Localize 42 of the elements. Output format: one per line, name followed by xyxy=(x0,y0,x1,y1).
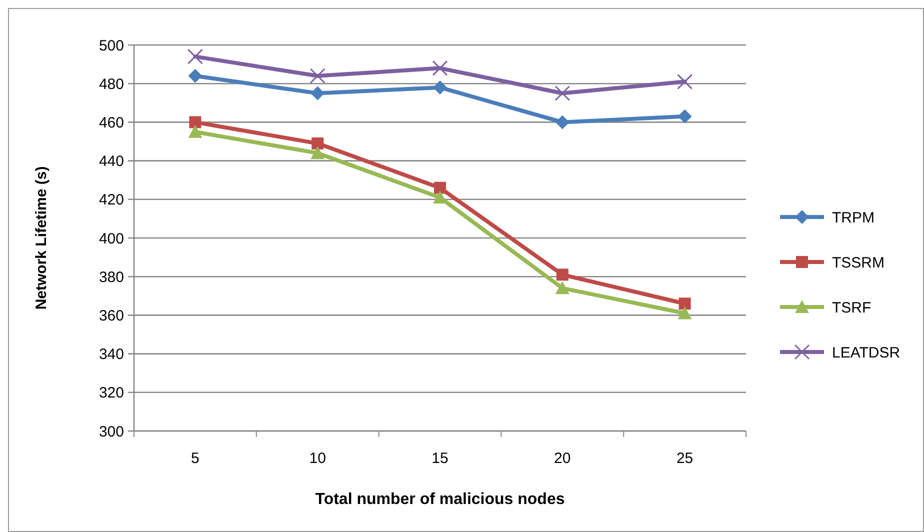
x-axis-title: Total number of malicious nodes xyxy=(315,491,565,508)
point xyxy=(678,109,692,124)
x-tick-label: 25 xyxy=(676,450,694,467)
x-tick-label: 15 xyxy=(432,450,448,467)
y-tick-label: 440 xyxy=(98,153,124,170)
point xyxy=(310,146,325,160)
point xyxy=(188,68,202,83)
point xyxy=(678,306,692,320)
y-tick-label: 300 xyxy=(98,423,124,440)
y-tick-label: 500 xyxy=(98,37,124,54)
point xyxy=(310,68,326,84)
point xyxy=(433,190,447,204)
point xyxy=(187,48,203,64)
point xyxy=(678,298,691,310)
legend-label: TRPM xyxy=(832,209,874,226)
point xyxy=(189,116,202,128)
point xyxy=(555,115,570,130)
y-tick-label: 420 xyxy=(98,192,124,209)
y-tick-label: 360 xyxy=(98,307,124,324)
y-tick-label: 320 xyxy=(98,384,124,402)
y-tick-label: 340 xyxy=(98,346,124,364)
point xyxy=(677,74,693,90)
y-axis-title: Network Lifetime (s) xyxy=(33,166,50,310)
point xyxy=(434,182,446,194)
x-tick-label: 5 xyxy=(191,450,200,467)
point xyxy=(556,268,568,281)
point xyxy=(555,281,570,294)
x-tick-label: 20 xyxy=(554,450,571,467)
legend-label: TSRF xyxy=(832,299,872,316)
y-tick-label: 460 xyxy=(98,114,124,132)
legend-label: TSSRM xyxy=(832,254,884,272)
y-tick-label: 400 xyxy=(98,230,124,248)
y-tick-label: 380 xyxy=(98,268,124,286)
point xyxy=(432,60,448,76)
point xyxy=(554,86,570,101)
x-tick-label: 10 xyxy=(309,450,326,467)
point xyxy=(433,80,447,94)
point xyxy=(312,137,324,150)
point xyxy=(188,124,202,138)
point xyxy=(310,86,325,100)
legend-label: LEATDSR xyxy=(832,344,900,362)
y-tick-label: 480 xyxy=(98,76,124,93)
